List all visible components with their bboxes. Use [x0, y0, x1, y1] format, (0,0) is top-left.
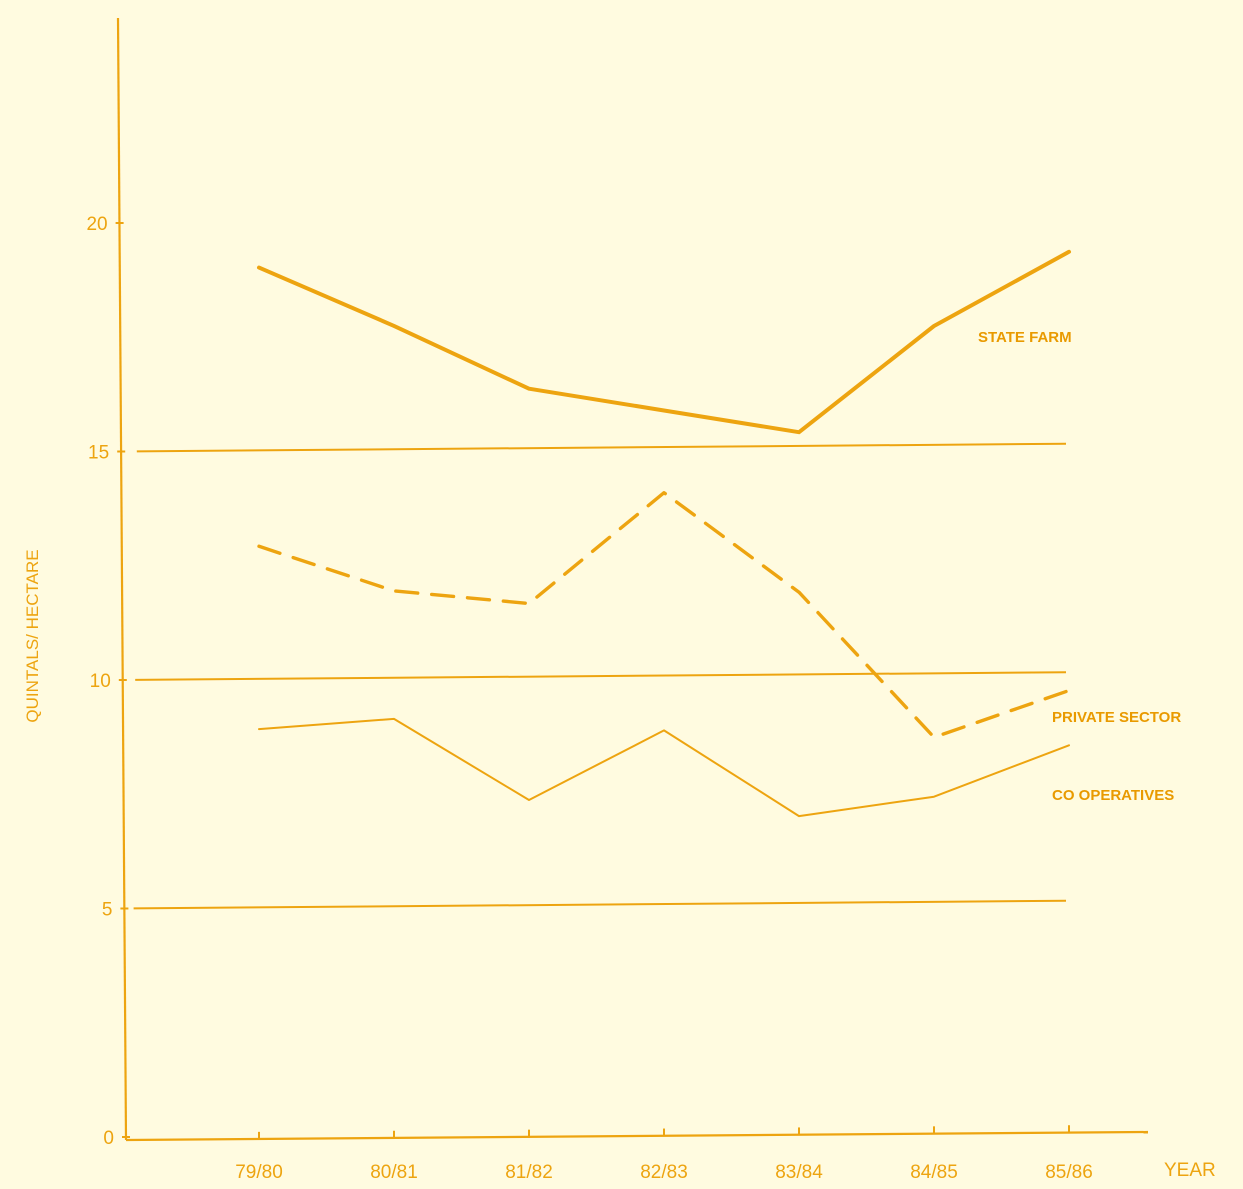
y-ticks: 0 5 10 15 20 — [86, 214, 130, 1149]
axes — [116, 17, 1149, 1142]
x-tick-label: 79/80 — [235, 1162, 283, 1183]
series-label: CO OPERATIVES — [1052, 787, 1174, 804]
gridline-15 — [136, 442, 1067, 453]
y-tick-label: 10 — [90, 671, 111, 692]
series-labels: STATE FARM PRIVATE SECTOR CO OPERATIVES — [978, 329, 1181, 804]
y-axis-label: QUINTALS/ HECTARE — [23, 549, 42, 722]
series-label: STATE FARM — [978, 329, 1072, 346]
x-tick-label: 80/81 — [370, 1162, 418, 1183]
y-tick-label: 20 — [86, 214, 107, 235]
y-axis-line — [116, 17, 128, 1141]
x-axis-line — [125, 1130, 1149, 1142]
gridlines — [133, 442, 1067, 910]
x-axis-label: YEAR — [1164, 1160, 1216, 1181]
gridline-5 — [133, 899, 1067, 910]
x-tick-label: 81/82 — [505, 1162, 553, 1183]
y-tick-label: 5 — [102, 900, 113, 921]
x-tick-label: 85/86 — [1045, 1162, 1093, 1183]
gridline-10 — [135, 671, 1067, 681]
series-lines — [257, 249, 1071, 818]
y-tick-label: 15 — [88, 443, 109, 464]
x-tick-label: 82/83 — [640, 1162, 688, 1183]
series-label: PRIVATE SECTOR — [1052, 709, 1181, 726]
series-line-state-farm — [257, 249, 1071, 435]
x-tick-label: 84/85 — [910, 1162, 958, 1183]
x-tick-label: 83/84 — [775, 1162, 823, 1183]
y-tick-label: 0 — [103, 1128, 114, 1149]
series-line-private-sector — [257, 491, 1071, 739]
x-ticks: 79/80 80/81 81/82 82/83 83/84 84/85 85/86 — [235, 1125, 1093, 1183]
